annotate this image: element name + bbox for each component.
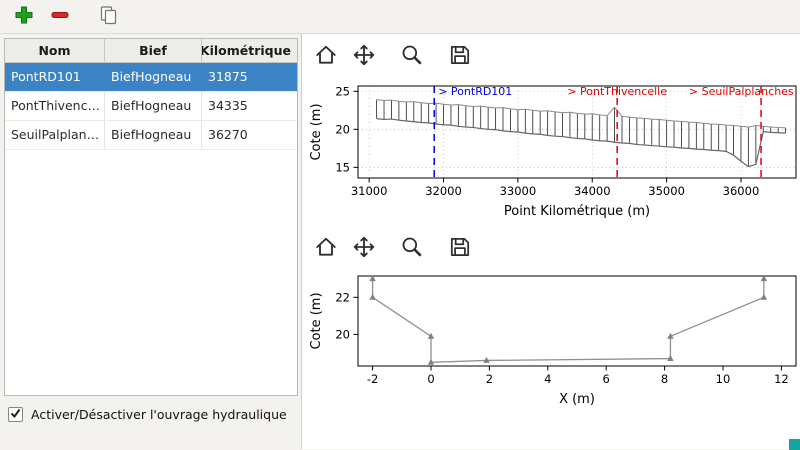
table-header: Nom Bief Point Kilométrique	[5, 39, 297, 63]
svg-text:Cote (m): Cote (m)	[309, 292, 324, 349]
save-icon	[448, 43, 472, 70]
pan-button[interactable]	[348, 40, 380, 72]
cell-pk: 31875	[208, 69, 248, 84]
zoom-button[interactable]	[396, 232, 428, 264]
cell-bief: BiefHogneau	[105, 121, 202, 149]
checkbox-box[interactable]	[8, 407, 23, 422]
structures-panel: Nom Bief Point Kilométrique PontRD101 Bi…	[0, 34, 301, 449]
svg-text:20: 20	[335, 327, 350, 341]
zoom-icon	[400, 235, 424, 262]
minus-icon	[49, 4, 71, 29]
zoom-icon	[400, 43, 424, 70]
save-button[interactable]	[444, 40, 476, 72]
save-button[interactable]	[444, 232, 476, 264]
cell-bief: BiefHogneau	[105, 92, 202, 120]
svg-text:31000: 31000	[351, 184, 388, 198]
svg-text:22: 22	[335, 290, 350, 304]
svg-text:Cote (m): Cote (m)	[309, 103, 324, 160]
cell-pk: 36270	[208, 127, 248, 142]
svg-text:> PontRD101: > PontRD101	[438, 85, 512, 98]
cell-bief: BiefHogneau	[105, 63, 202, 91]
column-header-pk[interactable]: Point Kilométrique	[202, 43, 291, 58]
svg-text:8: 8	[661, 372, 668, 386]
svg-text:12: 12	[774, 372, 789, 386]
svg-text:2: 2	[486, 372, 493, 386]
table-row[interactable]: PontRD101 BiefHogneau 31875	[5, 63, 297, 92]
add-structure-button[interactable]	[10, 3, 38, 31]
svg-text:15: 15	[335, 160, 350, 174]
table-row[interactable]: SeuilPalplanches BiefHogneau 36270	[5, 121, 297, 150]
structures-table: Nom Bief Point Kilométrique PontRD101 Bi…	[4, 38, 298, 396]
svg-text:25: 25	[335, 84, 350, 98]
svg-text:> SeuilPalplanches: > SeuilPalplanches	[689, 85, 794, 98]
cell-nom: SeuilPalplanches	[5, 121, 105, 149]
column-header-bief[interactable]: Bief	[105, 39, 202, 62]
cross-section-chart[interactable]: -2 0 2 4 6 8 10 12 20 22 X (m) Cote (m)	[306, 266, 800, 414]
profile-chart[interactable]: 31000 32000 33000 34000 35000 36000 15 20 25 Poin…	[306, 74, 800, 224]
svg-text:35000: 35000	[648, 184, 685, 198]
home-icon	[314, 43, 338, 70]
svg-text:Point Kilométrique (m): Point Kilométrique (m)	[504, 204, 650, 219]
svg-text:33000: 33000	[500, 184, 537, 198]
svg-text:-2: -2	[367, 372, 378, 386]
plus-icon	[13, 4, 35, 29]
profile-chart-toolbar	[306, 38, 800, 74]
cell-nom: PontThivencelle	[5, 92, 105, 120]
column-header-nom[interactable]: Nom	[5, 39, 105, 62]
main-toolbar	[0, 0, 800, 34]
checkbox-label: Activer/Désactiver l'ouvrage hydraulique	[31, 407, 287, 422]
home-button[interactable]	[310, 40, 342, 72]
zoom-button[interactable]	[396, 40, 428, 72]
pan-icon	[352, 43, 376, 70]
checkbox-check-icon	[10, 407, 21, 422]
copy-icon	[97, 4, 119, 29]
remove-structure-button[interactable]	[46, 3, 74, 31]
svg-text:20: 20	[335, 122, 350, 136]
svg-text:34000: 34000	[574, 184, 611, 198]
copy-structure-button[interactable]	[94, 3, 122, 31]
charts-panel: 31000 32000 33000 34000 35000 36000 15 20 25 Poin…	[301, 34, 800, 449]
pan-icon	[352, 235, 376, 262]
home-button[interactable]	[310, 232, 342, 264]
enable-structure-checkbox[interactable]: Activer/Désactiver l'ouvrage hydraulique	[8, 407, 296, 422]
save-icon	[448, 235, 472, 262]
cell-nom: PontRD101	[5, 63, 105, 91]
svg-text:X (m): X (m)	[559, 392, 595, 407]
section-chart-toolbar	[306, 230, 800, 266]
home-icon	[314, 235, 338, 262]
cell-pk: 34335	[208, 98, 248, 113]
svg-text:6: 6	[603, 372, 610, 386]
table-row[interactable]: PontThivencelle BiefHogneau 34335	[5, 92, 297, 121]
svg-text:> PontThivencelle: > PontThivencelle	[567, 85, 667, 98]
resize-grip[interactable]	[789, 439, 800, 450]
svg-text:32000: 32000	[425, 184, 462, 198]
svg-text:4: 4	[544, 372, 551, 386]
svg-text:10: 10	[716, 372, 731, 386]
svg-text:36000: 36000	[723, 184, 760, 198]
svg-text:0: 0	[427, 372, 434, 386]
pan-button[interactable]	[348, 232, 380, 264]
